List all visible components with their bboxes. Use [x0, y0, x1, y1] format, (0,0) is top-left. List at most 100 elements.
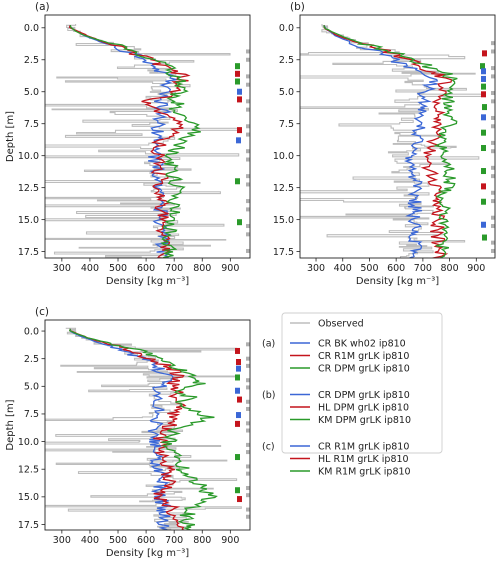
profile-marker	[491, 149, 495, 154]
legend-entry-label: CR DPM grLK ip810	[318, 364, 410, 375]
x-tick-label: 700	[165, 263, 183, 274]
plot-area	[300, 24, 486, 258]
panel-label: (c)	[35, 306, 49, 318]
x-tick-label: 900	[221, 263, 239, 274]
profile-marker	[236, 137, 241, 144]
y-tick-label: 7.5	[279, 119, 294, 130]
legend-group-tag: (a)	[262, 339, 275, 350]
profile-marker	[246, 342, 250, 347]
legend-entry-label: CR BK wh02 ip810	[318, 339, 406, 350]
profile-marker	[246, 49, 250, 54]
profile-marker	[491, 66, 495, 71]
x-tick-label: 700	[165, 535, 183, 546]
legend-entry-label: HL R1M grLK ip810	[318, 454, 409, 465]
profile-marker	[246, 464, 250, 469]
profile-marker	[491, 240, 495, 245]
profile-marker	[235, 387, 240, 394]
y-tick-label: 17.5	[18, 247, 39, 258]
profile-marker	[246, 232, 250, 237]
profile-marker	[481, 145, 486, 152]
profile-marker	[246, 57, 250, 62]
y-axis-label: Depth [m]	[5, 111, 16, 162]
profile-marker	[236, 365, 241, 372]
profile-marker	[235, 374, 240, 381]
profile-marker	[237, 88, 242, 95]
legend-group-tag: (c)	[262, 442, 275, 453]
profile-marker	[246, 199, 250, 204]
observed-line	[45, 327, 242, 530]
profile-marker	[491, 41, 495, 46]
profile-marker	[481, 129, 486, 136]
series-line	[69, 328, 218, 530]
profile-marker	[246, 99, 250, 104]
profile-marker	[246, 428, 250, 433]
y-tick-label: 12.5	[18, 465, 39, 476]
profile-marker	[235, 420, 240, 427]
y-tick-label: 7.5	[24, 119, 39, 130]
plot-area	[45, 327, 242, 530]
series-line	[323, 25, 458, 258]
x-tick-label: 300	[307, 263, 325, 274]
profile-marker	[246, 207, 250, 212]
axes-frame	[299, 14, 496, 259]
panel-label: (a)	[35, 1, 50, 13]
profile-marker	[246, 356, 250, 361]
y-axis-label: Depth [m]	[5, 399, 16, 450]
y-tick-label: 5.0	[279, 87, 294, 98]
legend-group-tag: (b)	[262, 390, 275, 401]
y-tick-label: 12.5	[273, 183, 294, 194]
y-tick-label: 0.0	[24, 23, 39, 34]
profile-marker	[491, 190, 495, 195]
profile-marker	[237, 496, 242, 503]
profile-marker	[491, 199, 495, 204]
profile-marker	[235, 70, 240, 77]
profile-marker	[246, 450, 250, 455]
legend-box	[281, 312, 443, 454]
legend-entry-label: KM DPM grLK ip810	[318, 415, 411, 426]
profile-marker	[491, 74, 495, 79]
profile-marker	[237, 127, 242, 134]
legend-observed-label: Observed	[318, 319, 364, 330]
observed-line	[45, 24, 242, 258]
y-tick-label: 15.0	[273, 215, 294, 226]
panel-label: (b)	[290, 1, 305, 13]
profile-marker	[482, 234, 487, 241]
x-tick-label: 800	[193, 263, 211, 274]
x-tick-label: 500	[360, 263, 378, 274]
y-tick-label: 5.0	[24, 87, 39, 98]
y-tick-label: 7.5	[24, 409, 39, 420]
x-axis-label: Density [kg m⁻³]	[106, 276, 189, 287]
series-line	[69, 328, 174, 530]
profile-marker	[246, 132, 250, 137]
profile-marker	[491, 49, 495, 54]
profile-marker	[237, 96, 242, 103]
x-tick-label: 900	[221, 535, 239, 546]
legend-entry-label: CR DPM grLK ip810	[318, 390, 410, 401]
legend-entry-label: KM R1M grLK ip810	[318, 467, 411, 478]
x-axis-label: Density [kg m⁻³]	[356, 276, 439, 287]
axes-frame	[44, 14, 251, 259]
profile-marker	[246, 149, 250, 154]
profile-marker	[246, 507, 250, 512]
panel-b: 300 400 500 600 700 800 900 0.0 2.5 5.0 7.5 10.0 12.…	[273, 1, 496, 287]
series-line	[68, 25, 191, 258]
profile-marker	[246, 378, 250, 383]
profile-marker	[246, 421, 250, 426]
profile-marker	[481, 75, 486, 82]
profile-marker	[246, 157, 250, 162]
profile-marker	[235, 78, 240, 85]
observed-line	[300, 24, 486, 258]
profile-marker	[481, 68, 486, 75]
x-tick-label: 400	[81, 263, 99, 274]
x-tick-label: 400	[81, 535, 99, 546]
y-tick-label: 2.5	[279, 55, 294, 66]
profile-marker	[246, 82, 250, 87]
panel-c: 300 400 500 600 700 800 900 0.0 2.5 5.0 7.5 10.0 12.…	[5, 306, 251, 559]
profile-marker	[480, 63, 485, 70]
profile-marker	[481, 198, 486, 205]
plot-area	[45, 24, 242, 258]
profile-marker	[235, 347, 240, 354]
profile-marker	[491, 248, 495, 253]
panel-a: 300 400 500 600 700 800 900 0.0 2.5 5.0 7.5 10.0 12.…	[5, 1, 251, 287]
